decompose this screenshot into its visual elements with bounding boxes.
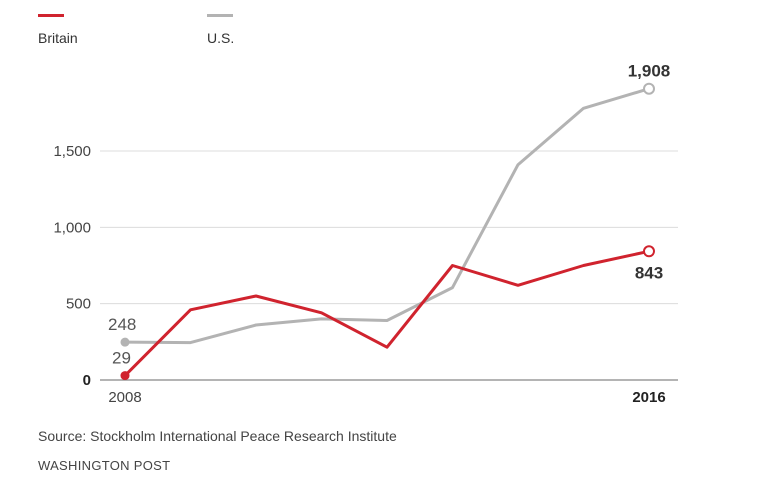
data-label-us-start: 248 — [108, 315, 136, 334]
start-point-us — [120, 337, 130, 347]
line-chart: 0 500 1,000 1,500 2008 2016 248 29 1,908 843 — [53, 62, 678, 406]
source-note: Source: Stockholm International Peace Re… — [38, 428, 397, 444]
start-point-britain — [120, 371, 130, 381]
chart-grid — [100, 150, 678, 381]
legend-swatch-britain — [38, 14, 64, 17]
series-line-us — [123, 87, 651, 345]
data-label-britain-start: 29 — [112, 349, 131, 368]
chart-series — [120, 82, 655, 381]
data-label-us-end: 1,908 — [628, 62, 671, 81]
end-point-us — [643, 82, 655, 95]
legend-label-us: U.S. — [207, 30, 235, 46]
end-point-britain — [643, 245, 655, 258]
chart-labels: 0 500 1,000 1,500 2008 2016 248 29 1,908 843 — [53, 62, 670, 406]
x-tick-label-end: 2016 — [632, 389, 665, 406]
legend-swatch-us — [207, 14, 233, 17]
x-tick-label-start: 2008 — [108, 389, 141, 406]
y-tick-label-1000: 1,000 — [53, 219, 91, 236]
publisher-credit: WASHINGTON POST — [38, 458, 171, 473]
y-tick-label-0: 0 — [83, 372, 91, 389]
legend-label-britain: Britain — [38, 30, 78, 46]
series-line-britain — [123, 249, 651, 378]
y-tick-label-1500: 1,500 — [53, 143, 91, 160]
y-tick-label-500: 500 — [66, 296, 91, 313]
data-label-britain-end: 843 — [635, 263, 663, 282]
